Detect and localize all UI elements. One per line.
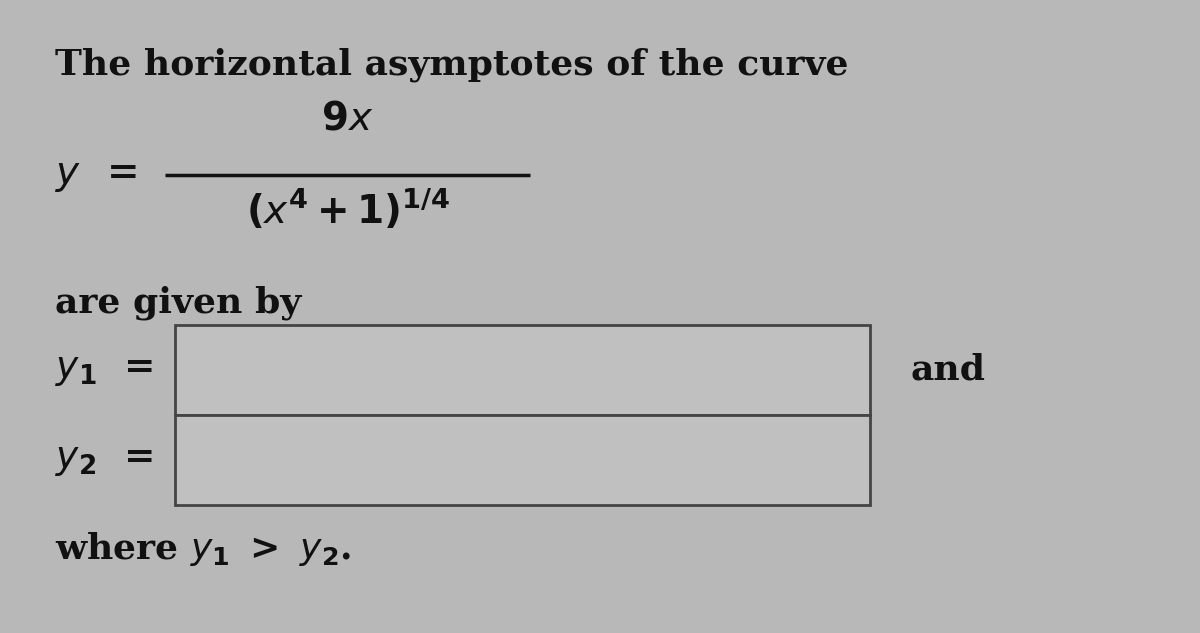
FancyBboxPatch shape <box>175 415 870 505</box>
Text: where $\mathbf{\mathit{y}_1}$ $\mathbf{>}$ $\mathbf{\mathit{y}_2}$.: where $\mathbf{\mathit{y}_1}$ $\mathbf{>… <box>55 530 352 568</box>
Text: $\mathbf{9\mathit{x}}$: $\mathbf{9\mathit{x}}$ <box>322 99 373 137</box>
Text: The horizontal asymptotes of the curve: The horizontal asymptotes of the curve <box>55 48 848 82</box>
Text: $\mathbf{\mathit{y}}$  =: $\mathbf{\mathit{y}}$ = <box>55 156 137 194</box>
Text: $\mathbf{(\mathit{x}^4 + 1)^{1/4}}$: $\mathbf{(\mathit{x}^4 + 1)^{1/4}}$ <box>246 187 450 231</box>
Text: are given by: are given by <box>55 285 301 320</box>
Text: and: and <box>910 353 985 387</box>
FancyBboxPatch shape <box>175 325 870 415</box>
Text: $\mathbf{\mathit{y}_1}$  =: $\mathbf{\mathit{y}_1}$ = <box>55 351 154 389</box>
Text: $\mathbf{\mathit{y}_2}$  =: $\mathbf{\mathit{y}_2}$ = <box>55 441 154 479</box>
